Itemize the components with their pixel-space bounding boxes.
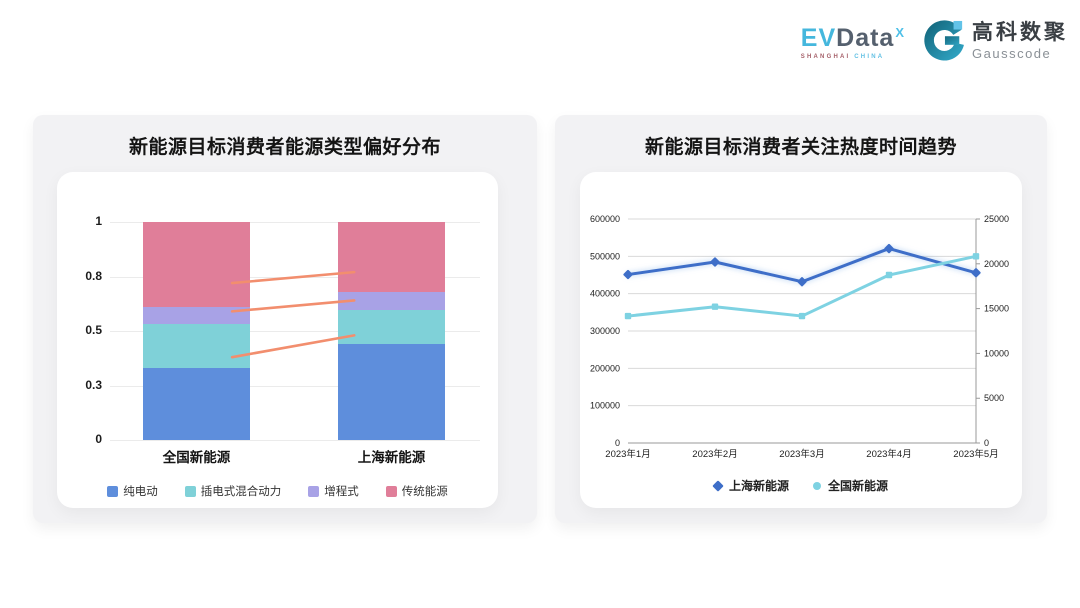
legend-swatch-icon <box>184 485 196 497</box>
evdata-subtext-right: CHINA <box>854 54 885 60</box>
data-point-全国新能源 <box>711 303 719 310</box>
legend-item-全国新能源[interactable]: 全国新能源 <box>813 477 888 494</box>
x-axis-tick-label: 2023年2月 <box>692 448 737 460</box>
bar-chart-ytick-label: 0.3 <box>85 377 102 392</box>
connector-line <box>230 299 356 313</box>
legend-swatch-icon <box>385 485 397 497</box>
bar-chart-panel: 新能源目标消费者能源类型偏好分布 0 0.3 0.5 0.8 1 全国新能源 上海新能源纯电… <box>33 115 537 523</box>
x-axis-tick-label: 2023年1月 <box>605 448 650 460</box>
legend-marker-icon <box>712 479 724 492</box>
legend-item-上海新能源[interactable]: 上海新能源 <box>712 477 789 494</box>
header-logos: EVDataX SHANGHAI CHINA 高科数聚 Gausscode <box>801 20 1068 62</box>
series-line-上海新能源 <box>626 247 978 284</box>
bar-segment-增程式[interactable] <box>143 307 250 325</box>
bar-chart-category-label: 上海新能源 <box>357 450 426 465</box>
data-point-上海新能源 <box>623 269 633 280</box>
bar-chart-gridline <box>110 222 480 223</box>
legend-item-插电式混合动力[interactable]: 插电式混合动力 <box>184 483 282 499</box>
evdata-logo: EVDataX SHANGHAI CHINA <box>801 20 905 61</box>
right-axis-tick-label: 0 <box>984 438 989 448</box>
gausscode-icon <box>924 20 964 61</box>
line-chart-card: 0 100000 200000 300000 400000 500000 600000 0 50… <box>580 172 1022 508</box>
evdata-data-text: Data <box>836 24 895 52</box>
legend-item-传统能源[interactable]: 传统能源 <box>385 483 448 499</box>
left-axis-tick-label: 400000 <box>590 289 620 299</box>
bar-segment-传统能源[interactable] <box>338 222 445 292</box>
bar-chart: 0 0.3 0.5 0.8 1 全国新能源 上海新能源纯电动 插电式混合动力 增程式 传统能源 <box>57 172 498 508</box>
evdata-wordmark: EVDataX <box>801 26 905 51</box>
bar-segment-传统能源[interactable] <box>143 222 250 308</box>
bar-chart-category-label: 全国新能源 <box>162 450 231 465</box>
bar-chart-card: 0 0.3 0.5 0.8 1 全国新能源 上海新能源纯电动 插电式混合动力 增程式 传统能源 <box>57 172 498 508</box>
right-axis-tick-label: 15000 <box>984 304 1009 314</box>
evdata-ev-text: EV <box>800 24 837 52</box>
right-axis-tick-label: 5000 <box>984 393 1004 403</box>
bar-chart-title: 新能源目标消费者能源类型偏好分布 <box>128 137 441 158</box>
data-point-上海新能源 <box>710 257 720 267</box>
gausscode-cn-label: 高科数聚 <box>972 21 1068 45</box>
legend-label: 全国新能源 <box>828 479 889 493</box>
legend-label: 增程式 <box>324 486 359 498</box>
evdata-x-icon: X <box>895 25 905 40</box>
bar-chart-ytick-label: 0.5 <box>85 323 102 337</box>
bar-chart-ytick-label: 1 <box>95 214 102 228</box>
data-point-上海新能源 <box>797 277 807 287</box>
x-axis-tick-label: 2023年3月 <box>779 448 824 460</box>
left-axis-tick-label: 300000 <box>590 326 620 336</box>
data-point-全国新能源 <box>885 271 893 279</box>
bar-chart-gridline <box>110 331 480 332</box>
legend-label: 传统能源 <box>401 486 448 498</box>
evdata-subtext: SHANGHAI CHINA <box>801 54 905 60</box>
right-axis-tick-label: 25000 <box>984 214 1009 224</box>
data-point-全国新能源 <box>798 312 806 320</box>
left-axis-tick-label: 600000 <box>590 214 620 224</box>
bar-segment-增程式[interactable] <box>338 291 445 311</box>
line-chart-legend: 上海新能源 全国新能源 <box>580 477 1022 494</box>
right-axis-tick-label: 10000 <box>984 348 1009 358</box>
left-axis-tick-label: 0 <box>615 438 620 448</box>
legend-label: 插电式混合动力 <box>200 486 282 498</box>
series-line-全国新能源 <box>626 254 978 318</box>
connector-line <box>230 334 356 359</box>
bar-chart-ytick-label: 0 <box>95 432 102 446</box>
x-axis-tick-label: 2023年4月 <box>866 448 911 460</box>
bar-segment-纯电动[interactable] <box>143 368 250 440</box>
legend-marker-icon <box>813 481 821 490</box>
legend-swatch-icon <box>107 485 119 497</box>
connector-line <box>230 270 356 285</box>
legend-item-纯电动[interactable]: 纯电动 <box>107 483 158 499</box>
evdata-subtext-left: SHANGHAI <box>800 54 851 60</box>
bar-chart-gridline <box>110 440 480 441</box>
line-chart-title: 新能源目标消费者关注热度时间趋势 <box>644 137 957 158</box>
bar-segment-插电式混合动力[interactable] <box>338 310 445 345</box>
legend-label: 上海新能源 <box>728 479 789 493</box>
left-axis-tick-label: 100000 <box>590 401 620 411</box>
gausscode-logo: 高科数聚 Gausscode <box>923 20 1068 62</box>
left-axis-tick-label: 500000 <box>590 251 620 261</box>
data-point-上海新能源 <box>971 268 981 278</box>
gausscode-en-label: Gausscode <box>972 45 1052 61</box>
line-chart-svg: 0 100000 200000 300000 400000 500000 600000 0 50… <box>590 214 1009 460</box>
x-axis-tick-label: 2023年5月 <box>953 448 998 460</box>
gausscode-text: 高科数聚 Gausscode <box>972 21 1068 60</box>
bar-segment-插电式混合动力[interactable] <box>143 324 250 369</box>
bar-chart-legend: 纯电动 插电式混合动力 增程式 传统能源 <box>57 483 498 499</box>
bar-chart-gridline <box>110 385 480 387</box>
legend-item-增程式[interactable]: 增程式 <box>308 483 359 499</box>
left-axis-tick-label: 200000 <box>590 363 620 373</box>
line-chart-panel: 新能源目标消费者关注热度时间趋势 0 100000 200000 300000 4000… <box>555 115 1047 523</box>
right-axis-tick-label: 20000 <box>984 259 1009 269</box>
data-point-全国新能源 <box>972 253 980 260</box>
bar-segment-纯电动[interactable] <box>338 344 445 440</box>
bar-chart-ytick-label: 0.8 <box>85 268 102 283</box>
legend-label: 纯电动 <box>123 486 158 498</box>
data-point-全国新能源 <box>624 312 632 320</box>
data-point-上海新能源 <box>884 243 894 254</box>
legend-swatch-icon <box>308 485 320 497</box>
line-chart: 0 100000 200000 300000 400000 500000 600000 0 50… <box>580 172 1022 508</box>
